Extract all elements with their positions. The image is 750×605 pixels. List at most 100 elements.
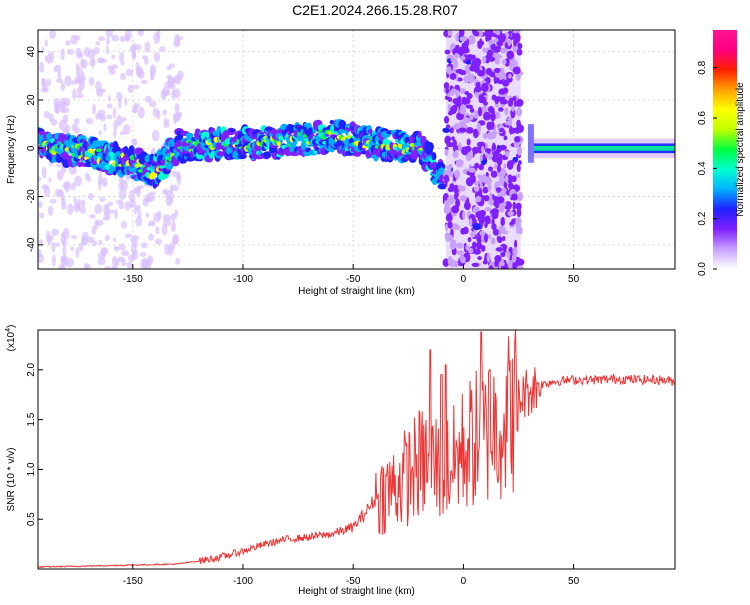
burst-blob <box>494 261 499 267</box>
spectral-speck <box>164 81 172 89</box>
burst-blob <box>488 105 494 114</box>
spectral-speck <box>73 118 80 125</box>
burst-blob <box>465 104 474 109</box>
band-blob <box>128 145 135 154</box>
spectral-speck <box>42 78 46 83</box>
snr-marks <box>38 330 675 569</box>
burst-blob <box>444 178 448 188</box>
spectral-speck <box>121 259 127 267</box>
burst-blob <box>508 73 512 79</box>
spectral-speck <box>134 239 138 248</box>
band-blob <box>112 170 117 176</box>
spectral-speck <box>56 163 62 168</box>
burst-blob <box>488 192 493 200</box>
spectral-speck <box>170 221 176 233</box>
spectral-speck <box>153 212 161 223</box>
band-peak <box>382 138 389 145</box>
burst-blob <box>459 55 466 61</box>
burst-blob <box>465 54 471 61</box>
spectral-speck <box>113 119 118 132</box>
spectral-speck <box>93 46 100 55</box>
burst-blob <box>447 221 453 229</box>
spectral-speck <box>76 93 84 99</box>
burst-blob <box>469 107 475 113</box>
spectral-speck <box>39 238 44 245</box>
burst-blob <box>484 215 491 225</box>
spectral-speck <box>84 172 90 180</box>
spectral-speck <box>74 175 82 187</box>
spectral-speck <box>104 234 111 242</box>
band-blob <box>237 153 247 160</box>
burst-blob <box>470 231 476 238</box>
burst-blob <box>500 220 505 226</box>
spectral-speck <box>57 70 62 80</box>
y-tick-label: 20 <box>26 94 37 106</box>
spectral-speck <box>122 124 131 135</box>
burst-blob <box>462 117 471 124</box>
spectral-speck <box>65 40 71 46</box>
spectral-speck <box>38 253 44 263</box>
spectral-speck <box>147 222 152 227</box>
spectral-speck <box>173 113 177 125</box>
spectrogram-panel: -150 -100 -50 0 50 -40 -20 0 20 40 Height of strai… <box>6 29 676 297</box>
burst-blob <box>512 44 519 53</box>
spectral-speck <box>43 110 50 119</box>
tone-onset <box>527 124 534 163</box>
band-blob <box>431 151 437 161</box>
burst-blob <box>494 163 498 170</box>
spectral-speck <box>120 179 128 191</box>
burst-blob <box>496 163 501 173</box>
spectral-speck <box>54 64 62 73</box>
burst-blob <box>469 217 473 227</box>
spectral-speck <box>51 228 60 236</box>
burst-blob <box>443 30 449 38</box>
burst-blob <box>481 82 489 93</box>
burst-blob <box>487 30 493 36</box>
burst-blob <box>462 226 469 235</box>
spectral-speck <box>132 138 138 147</box>
band-blob <box>438 167 445 175</box>
burst-blob <box>458 30 465 37</box>
spectral-speck <box>73 202 81 213</box>
spectral-speck <box>175 112 182 121</box>
spectral-speck <box>79 207 87 214</box>
spectral-speck <box>119 35 127 43</box>
spectral-speck <box>88 49 96 60</box>
spectral-speck <box>137 68 145 80</box>
spectral-speck <box>62 236 67 249</box>
burst-blob <box>511 104 515 112</box>
burst-blob <box>442 127 451 133</box>
burst-blob <box>444 135 452 143</box>
spectral-speck <box>175 257 181 265</box>
burst-blob <box>503 135 508 141</box>
spectral-speck <box>47 205 54 217</box>
spectral-speck <box>60 232 65 238</box>
spectral-speck <box>121 250 130 257</box>
burst-blob <box>444 49 451 55</box>
spectral-speck <box>167 244 174 256</box>
burst-blob <box>511 193 518 201</box>
spectral-speck <box>132 85 140 90</box>
spectral-speck <box>171 184 179 192</box>
burst-blob <box>492 144 497 151</box>
y-tick-label: 2.0 <box>26 362 37 376</box>
spectral-speck <box>132 105 138 114</box>
burst-blob <box>453 193 459 198</box>
spectral-speck <box>60 48 65 61</box>
burst-blob <box>494 111 501 120</box>
spectral-speck <box>120 220 128 229</box>
spectral-speck <box>159 46 166 53</box>
burst-blob <box>488 166 494 172</box>
figure-title: C2E1.2024.266.15.28.R07 <box>292 2 458 18</box>
spectral-speck <box>69 165 77 175</box>
spectral-speck <box>129 198 136 208</box>
y-tick-label: -40 <box>26 237 37 252</box>
burst-blob <box>455 71 459 82</box>
spectral-speck <box>163 117 168 129</box>
spectral-speck <box>56 169 64 181</box>
spectral-speck <box>39 212 45 219</box>
burst-blob <box>495 147 502 153</box>
snr-series-line <box>38 330 675 569</box>
